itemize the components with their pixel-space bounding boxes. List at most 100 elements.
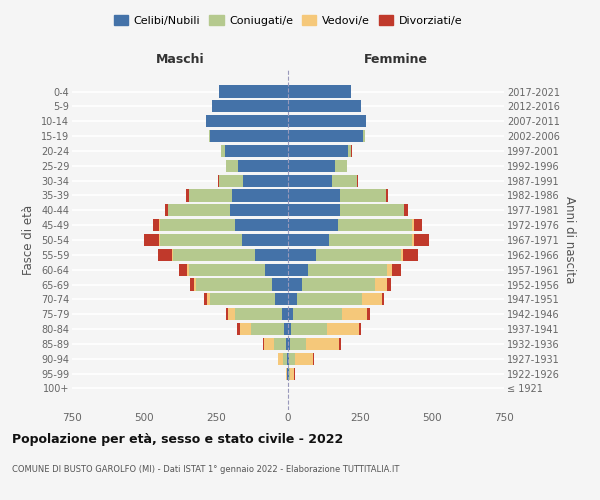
Bar: [289, 352, 295, 365]
Bar: [238, 323, 239, 335]
Bar: [288, 204, 340, 216]
Bar: [169, 204, 230, 216]
Bar: [212, 100, 288, 112]
Bar: [144, 234, 159, 246]
Bar: [364, 130, 365, 142]
Bar: [288, 249, 316, 261]
Bar: [232, 190, 288, 202]
Bar: [235, 219, 288, 231]
Bar: [340, 190, 386, 202]
Bar: [288, 86, 351, 98]
Bar: [221, 145, 224, 157]
Bar: [392, 264, 401, 276]
Bar: [386, 190, 388, 202]
Bar: [288, 130, 364, 142]
Bar: [187, 264, 188, 276]
Bar: [302, 278, 375, 290]
Bar: [264, 338, 274, 350]
Bar: [206, 115, 288, 128]
Bar: [289, 368, 290, 380]
Bar: [388, 278, 391, 290]
Bar: [288, 115, 367, 128]
Bar: [226, 308, 229, 320]
Bar: [288, 264, 308, 276]
Y-axis label: Anni di nascita: Anni di nascita: [563, 196, 577, 284]
Bar: [338, 219, 412, 231]
Bar: [218, 174, 219, 186]
Bar: [255, 249, 288, 261]
Bar: [188, 264, 265, 276]
Bar: [288, 338, 290, 350]
Bar: [287, 352, 288, 365]
Bar: [187, 190, 188, 202]
Bar: [288, 278, 302, 290]
Bar: [288, 190, 340, 202]
Bar: [278, 352, 283, 365]
Bar: [251, 323, 284, 335]
Bar: [288, 174, 332, 186]
Bar: [235, 308, 282, 320]
Bar: [274, 338, 286, 350]
Bar: [284, 323, 288, 335]
Bar: [194, 278, 196, 290]
Legend: Celibi/Nubili, Coniugati/e, Vedovi/e, Divorziati/e: Celibi/Nubili, Coniugati/e, Vedovi/e, Di…: [109, 10, 467, 30]
Bar: [332, 174, 357, 186]
Bar: [188, 190, 232, 202]
Bar: [210, 294, 275, 306]
Bar: [288, 145, 348, 157]
Bar: [401, 249, 403, 261]
Bar: [306, 338, 339, 350]
Bar: [290, 338, 306, 350]
Bar: [348, 145, 352, 157]
Bar: [219, 174, 244, 186]
Bar: [209, 130, 210, 142]
Bar: [196, 278, 272, 290]
Bar: [263, 338, 264, 350]
Bar: [288, 219, 338, 231]
Bar: [239, 323, 251, 335]
Bar: [158, 249, 172, 261]
Bar: [172, 249, 173, 261]
Bar: [413, 219, 422, 231]
Bar: [275, 294, 288, 306]
Bar: [160, 234, 242, 246]
Bar: [226, 160, 238, 172]
Bar: [229, 308, 235, 320]
Bar: [173, 249, 255, 261]
Bar: [265, 264, 288, 276]
Bar: [412, 219, 413, 231]
Bar: [282, 308, 288, 320]
Bar: [375, 278, 388, 290]
Bar: [335, 160, 347, 172]
Bar: [288, 234, 329, 246]
Bar: [290, 368, 295, 380]
Bar: [413, 234, 428, 246]
Bar: [244, 174, 288, 186]
Bar: [339, 338, 341, 350]
Bar: [272, 278, 288, 290]
Bar: [288, 352, 289, 365]
Bar: [205, 294, 207, 306]
Bar: [367, 308, 370, 320]
Bar: [362, 294, 382, 306]
Bar: [359, 323, 361, 335]
Bar: [224, 145, 288, 157]
Bar: [308, 264, 387, 276]
Bar: [404, 204, 408, 216]
Bar: [288, 323, 292, 335]
Bar: [292, 323, 328, 335]
Bar: [288, 308, 293, 320]
Y-axis label: Fasce di età: Fasce di età: [22, 205, 35, 275]
Bar: [387, 264, 392, 276]
Bar: [329, 234, 412, 246]
Text: Maschi: Maschi: [155, 54, 205, 66]
Bar: [288, 160, 335, 172]
Bar: [283, 352, 287, 365]
Bar: [230, 204, 288, 216]
Text: COMUNE DI BUSTO GAROLFO (MI) - Dati ISTAT 1° gennaio 2022 - Elaborazione TUTTITA: COMUNE DI BUSTO GAROLFO (MI) - Dati ISTA…: [12, 466, 400, 474]
Bar: [286, 338, 288, 350]
Bar: [357, 174, 358, 186]
Bar: [297, 294, 362, 306]
Bar: [295, 352, 313, 365]
Bar: [153, 219, 159, 231]
